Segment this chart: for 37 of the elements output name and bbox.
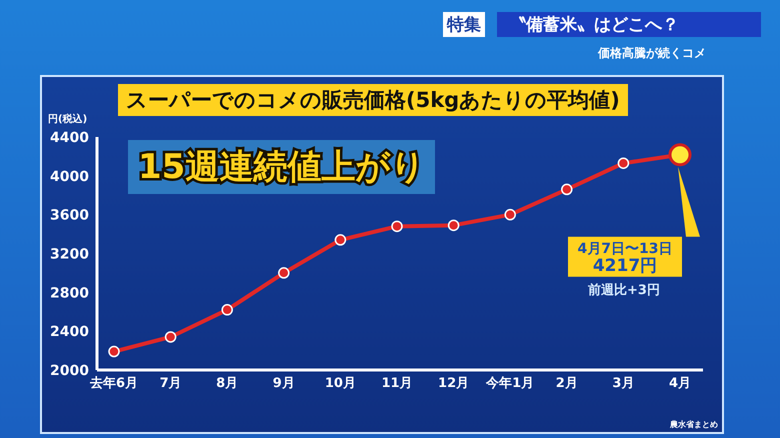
y-tick-label: 2800	[50, 285, 90, 302]
x-tick-label: 9月	[272, 376, 295, 392]
y-tick-label: 2000	[50, 362, 90, 379]
point	[561, 184, 573, 196]
annotation: 15週連続値上がり	[128, 140, 436, 194]
x-tick-label: 10月	[324, 376, 356, 392]
point	[221, 304, 233, 316]
text: 〝備蓄米〟はどこへ？	[497, 12, 761, 37]
point	[448, 220, 460, 232]
y-tick-label: 3600	[50, 208, 90, 224]
text: 価格高騰が続くコメ	[598, 45, 706, 62]
point	[504, 208, 516, 220]
x-tick-label: 今年1月	[485, 376, 534, 392]
text: 農水省まとめ	[670, 419, 718, 430]
x-tick-label: 8月	[216, 376, 238, 392]
point	[391, 220, 403, 232]
y-axis-title: 円(税込)	[48, 112, 88, 126]
x-tick-label: 7月	[160, 376, 182, 392]
x-tick-label: 11月	[381, 376, 413, 392]
x-tick-label: 2月	[556, 376, 578, 392]
point	[278, 267, 290, 279]
x-tick-label: 12月	[438, 376, 470, 392]
y-tick-label: 3200	[50, 246, 90, 262]
y-tick-label: 4400	[50, 130, 90, 146]
y-tick-label: 2400	[50, 324, 90, 340]
data-label: 4月7日〜13日 4217円	[578, 240, 672, 276]
point	[108, 346, 120, 358]
point	[618, 157, 630, 169]
text: 特集	[443, 12, 485, 37]
x-tick-label: 4月	[668, 376, 692, 392]
point	[334, 234, 346, 246]
chart-title: スーパーでのコメの販売価格(5kgあたりの平均値)	[118, 84, 628, 116]
x-tick-label: 3月	[612, 376, 634, 392]
x-tick-label: 去年6月	[88, 376, 138, 392]
y-tick-label: 4000	[50, 168, 90, 185]
point	[164, 331, 176, 343]
annotation: 前週比+3円	[588, 282, 660, 299]
